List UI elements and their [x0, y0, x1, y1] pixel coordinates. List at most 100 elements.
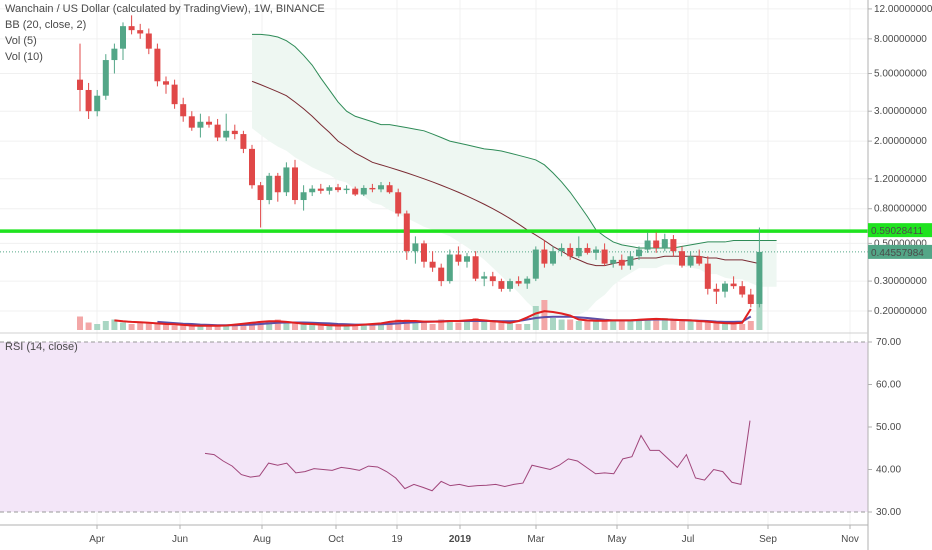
candle-body [472, 256, 479, 279]
candle-body [403, 213, 410, 252]
rsi-tick-label: 30.00 [876, 507, 901, 518]
candle-body [464, 256, 470, 262]
volume-bar [438, 319, 445, 330]
volume-bar [541, 300, 548, 330]
candle-body [713, 288, 720, 292]
legend-bb[interactable]: BB (20, close, 2) [5, 19, 87, 31]
volume-bar [593, 321, 599, 330]
candle-body [584, 247, 591, 253]
candle-body [197, 121, 204, 128]
volume-bar [128, 324, 135, 330]
legend-vol5[interactable]: Vol (5) [5, 35, 37, 47]
candle-body [137, 30, 144, 34]
candle-body [593, 249, 599, 253]
volume-bar [601, 321, 608, 330]
candle-body [283, 167, 290, 193]
x-tick-label: May [608, 534, 627, 545]
candle-body [369, 187, 376, 190]
x-tick-label: Mar [527, 534, 545, 545]
volume-bar [722, 324, 728, 330]
x-tick-label: Nov [841, 534, 859, 545]
bb-upper-line [252, 33, 777, 249]
volume-bar [610, 321, 617, 330]
volume-bar [696, 321, 703, 330]
volume-bar [326, 325, 333, 330]
candle-body [292, 167, 298, 201]
volume-bar [94, 324, 101, 330]
volume-moving-averages [114, 308, 752, 327]
chart-title: Wanchain / US Dollar (calculated by Trad… [5, 3, 325, 15]
volume-bar [739, 324, 746, 330]
candle-body [94, 95, 101, 112]
candle-body [687, 256, 694, 266]
bollinger-bands [251, 33, 777, 315]
volume-bar [653, 318, 660, 330]
rsi-tick-label: 40.00 [876, 465, 901, 476]
volume-bar [171, 325, 178, 330]
volume-bar [472, 318, 479, 330]
candle-body [644, 240, 651, 250]
volume-bar [214, 326, 221, 330]
candle-body [120, 26, 126, 49]
candle-body [300, 192, 307, 201]
volume-bar [558, 319, 565, 330]
volume-bar [335, 325, 341, 330]
candle-body [532, 249, 539, 279]
last-price-label: 0.44557984 [871, 248, 924, 259]
volume-bar [197, 326, 204, 330]
candle-body [266, 175, 273, 201]
volume-bar [481, 319, 488, 330]
volume-bar [421, 322, 427, 330]
candle-body [558, 247, 565, 252]
candle-body [111, 48, 118, 61]
candle-body [696, 256, 703, 264]
x-tick-label: 19 [391, 534, 403, 545]
volume-bar [670, 319, 677, 330]
green-line-price-box [868, 223, 932, 238]
y-tick-label: 0.20000000 [874, 306, 927, 317]
green-line-price-label: 0.59028411 [871, 226, 924, 237]
candle-body [309, 188, 316, 193]
candle-body [704, 263, 711, 289]
volume-bar [524, 324, 531, 330]
candle-body [627, 256, 634, 266]
volume-bar [283, 321, 290, 330]
candle-body [154, 48, 161, 82]
candle-body [395, 192, 402, 214]
candle-body [429, 261, 436, 268]
legend-vol10[interactable]: Vol (10) [5, 51, 43, 63]
candle-body [85, 89, 92, 112]
candle-body [231, 130, 238, 135]
rsi-tick-label: 50.00 [876, 422, 901, 433]
candle-body [77, 79, 83, 90]
volume-bar [464, 321, 470, 330]
candle-body [171, 84, 178, 105]
candle-body [378, 185, 384, 190]
y-tick-label: 0.50000000 [874, 238, 927, 249]
volume-bar [360, 325, 367, 330]
candle-body [730, 283, 737, 287]
horizontal-line[interactable] [0, 229, 868, 253]
volume-bar [584, 321, 591, 330]
volume-bar [309, 324, 316, 330]
rsi-label[interactable]: RSI (14, close) [5, 341, 78, 353]
candle-body [335, 187, 341, 191]
volume-bar [507, 322, 513, 330]
volume-bar [343, 325, 350, 330]
volume-bar [300, 324, 307, 330]
volume-bar [567, 319, 574, 330]
y-tick-label: 8.00000000 [874, 34, 927, 45]
candle-body [352, 188, 359, 195]
candle-body [670, 239, 677, 252]
volume-bar [120, 322, 126, 330]
candle-body [524, 278, 531, 284]
x-tick-label: 2019 [449, 534, 472, 545]
volume-bar [163, 324, 169, 330]
candle-body [636, 249, 642, 257]
volume-bar [713, 322, 720, 330]
candle-body [515, 281, 522, 284]
x-tick-label: Oct [328, 534, 344, 545]
volume-bar [188, 325, 195, 330]
